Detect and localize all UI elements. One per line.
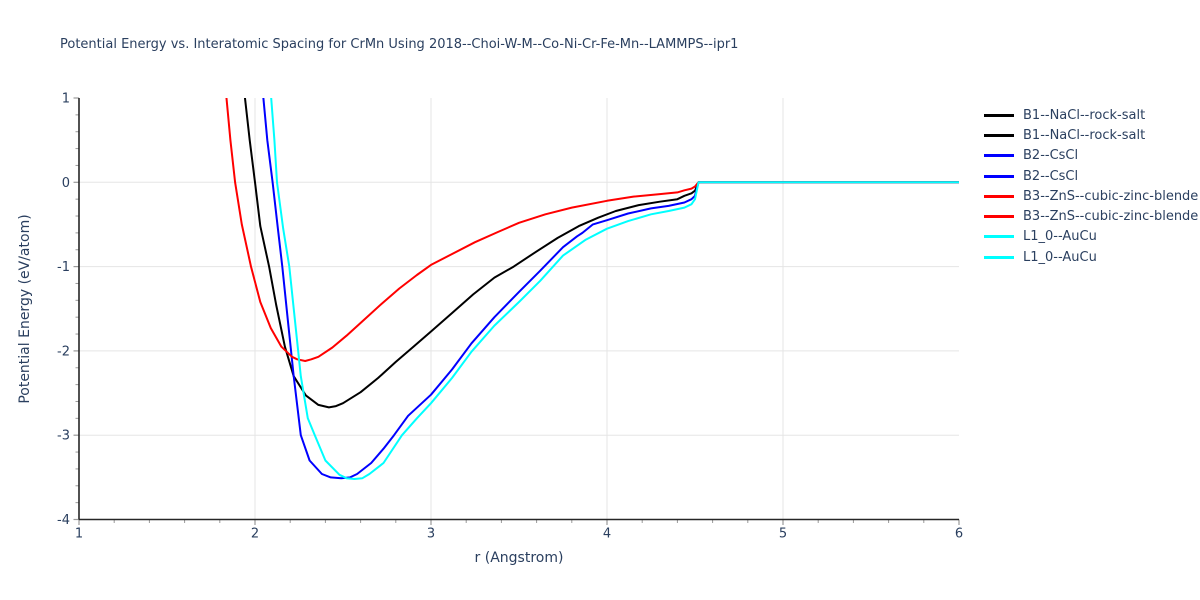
curve-B1[interactable]	[243, 93, 959, 409]
chart-title: Potential Energy vs. Interatomic Spacing…	[60, 37, 739, 52]
y-axis-title: Potential Energy (eV/atom)	[17, 214, 33, 404]
legend-item-L1_0-7[interactable]: L1_0--AuCu	[984, 247, 1198, 267]
y-tick-label: -4	[57, 513, 70, 528]
x-tick-label: 3	[427, 527, 435, 542]
y-tick-label: -2	[57, 344, 70, 359]
legend-item-L1_0-6[interactable]: L1_0--AuCu	[984, 227, 1198, 247]
legend-line-swatch	[984, 133, 1014, 137]
legend-item-B2-2[interactable]: B2--CsCl	[984, 146, 1198, 166]
y-tick-label: -1	[57, 260, 70, 275]
legend-line-swatch	[984, 113, 1014, 117]
curve-B3[interactable]	[225, 93, 959, 362]
legend-label: B3--ZnS--cubic-zinc-blende	[1023, 188, 1199, 204]
x-axis-title: r (Angstrom)	[474, 550, 564, 566]
y-tick-label: 0	[62, 176, 70, 191]
legend-label: B3--ZnS--cubic-zinc-blende	[1023, 209, 1199, 225]
legend-line-swatch	[984, 215, 1014, 219]
y-tick-label: -3	[57, 429, 70, 444]
legend-item-B3-5[interactable]: B3--ZnS--cubic-zinc-blende	[984, 206, 1198, 226]
y-tick-label: 1	[62, 92, 70, 107]
x-tick-label: 2	[251, 527, 259, 542]
legend-label: B2--CsCl	[1023, 148, 1079, 164]
x-tick-label: 6	[955, 527, 963, 542]
plot-area[interactable]	[79, 98, 959, 520]
legend-label: L1_0--AuCu	[1023, 229, 1097, 245]
legend-line-swatch	[984, 235, 1014, 239]
legend-item-B1-1[interactable]: B1--NaCl--rock-salt	[984, 125, 1198, 145]
legend-item-B3-4[interactable]: B3--ZnS--cubic-zinc-blende	[984, 186, 1198, 206]
legend-item-B1-0[interactable]: B1--NaCl--rock-salt	[984, 105, 1198, 125]
legend-line-swatch	[984, 255, 1014, 259]
curve-B2[interactable]	[262, 93, 959, 480]
curve-L1_0[interactable]	[270, 93, 959, 480]
x-tick-label: 1	[75, 527, 83, 542]
legend-item-B2-3[interactable]: B2--CsCl	[984, 166, 1198, 186]
legend-line-swatch	[984, 174, 1014, 178]
legend-label: B1--NaCl--rock-salt	[1023, 107, 1146, 123]
x-tick-label: 5	[779, 527, 787, 542]
legend-label: L1_0--AuCu	[1023, 249, 1097, 265]
legend-line-swatch	[984, 194, 1014, 198]
legend: B1--NaCl--rock-salt B1--NaCl--rock-salt B2…	[984, 105, 1198, 267]
legend-label: B1--NaCl--rock-salt	[1023, 127, 1146, 143]
legend-label: B2--CsCl	[1023, 168, 1079, 184]
x-tick-label: 4	[603, 527, 611, 542]
legend-line-swatch	[984, 154, 1014, 158]
